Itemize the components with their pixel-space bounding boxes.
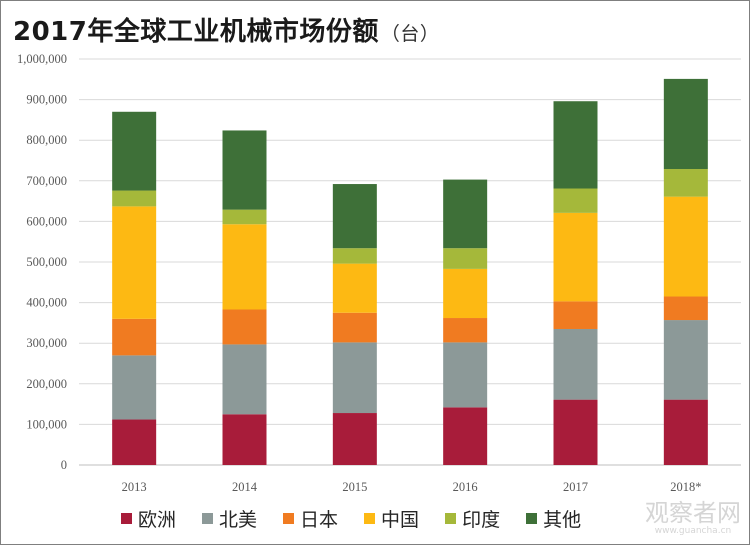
bar-stacks <box>112 78 708 465</box>
legend-swatch <box>526 513 538 524</box>
x-tick-label: 2015 <box>342 480 367 494</box>
legend-swatch <box>283 513 295 524</box>
bar-segment <box>443 179 488 249</box>
watermark-url: www.guancha.cn <box>654 526 732 536</box>
gridlines <box>79 58 741 466</box>
bar-segment <box>443 342 488 408</box>
bar-segment <box>663 296 708 321</box>
bar-segment <box>553 188 598 213</box>
bar-segment <box>443 268 488 319</box>
legend-label: 日本 <box>300 509 339 531</box>
bar-segment <box>222 414 267 465</box>
bar-stack <box>553 101 598 465</box>
y-tick-label: 700,000 <box>26 174 67 188</box>
chart-title-text: 2017年全球工业机械市场份额 <box>13 17 379 47</box>
bar-segment <box>663 399 708 465</box>
chart-title: 2017年全球工业机械市场份额 （台） <box>13 11 439 48</box>
legend-item: 北美 <box>202 505 257 532</box>
y-tick-label: 0 <box>61 458 67 472</box>
bar-segment <box>332 248 377 264</box>
bar-segment <box>112 206 157 319</box>
bar-segment <box>112 190 157 207</box>
y-tick-label: 200,000 <box>26 377 67 391</box>
bar-segment <box>222 130 267 210</box>
legend-label: 其他 <box>543 509 582 531</box>
bar-segment <box>553 328 598 400</box>
legend-item: 日本 <box>283 505 338 532</box>
legend-item: 其他 <box>526 505 581 532</box>
stacked-bar-chart: 0 100,000 200,000 300,000 400,000 500,000 600,… <box>17 52 741 494</box>
bar-segment <box>222 309 267 345</box>
bar-stack <box>443 179 488 465</box>
bar-stack <box>222 130 267 465</box>
bar-segment <box>663 320 708 400</box>
chart-title-unit: （台） <box>380 23 440 45</box>
y-tick-label: 600,000 <box>26 214 67 228</box>
y-tick-label: 500,000 <box>26 255 67 269</box>
watermark-text: 观察者网 <box>645 499 741 527</box>
bar-segment <box>222 344 267 415</box>
bar-segment <box>222 224 267 310</box>
bar-segment <box>112 355 157 420</box>
bar-segment <box>443 407 488 465</box>
bar-segment <box>443 248 488 269</box>
bar-segment <box>332 342 377 414</box>
y-tick-label: 300,000 <box>26 336 67 350</box>
bar-stack <box>112 111 157 465</box>
bar-segment <box>553 301 598 329</box>
legend-label: 印度 <box>462 509 501 531</box>
bar-segment <box>553 101 598 189</box>
legend-swatch <box>121 513 132 524</box>
bar-segment <box>332 184 377 249</box>
bar-stack <box>332 184 377 465</box>
bar-segment <box>332 413 377 465</box>
legend-swatch <box>202 513 214 524</box>
bar-segment <box>553 399 598 465</box>
bar-segment <box>222 209 267 225</box>
y-tick-label: 900,000 <box>26 93 67 107</box>
bar-segment <box>332 263 377 313</box>
y-tick-label: 400,000 <box>26 296 67 310</box>
bar-segment <box>112 318 157 356</box>
x-tick-label: 2016 <box>453 480 478 494</box>
y-tick-label: 100,000 <box>26 417 67 431</box>
watermark: 观察者网 www.guancha.cn <box>645 500 741 536</box>
legend-label: 中国 <box>381 509 420 531</box>
bar-segment <box>663 169 708 197</box>
bar-segment <box>663 78 708 170</box>
x-tick-label: 2017 <box>563 480 588 494</box>
y-tick-label: 1,000,000 <box>17 52 67 66</box>
legend-item: 印度 <box>445 505 500 532</box>
legend-swatch <box>364 513 376 524</box>
legend-item: 中国 <box>364 505 419 532</box>
x-tick-label: 2013 <box>122 480 147 494</box>
x-tick-label: 2014 <box>232 480 258 494</box>
x-tick-label: 2018* <box>670 480 701 494</box>
y-axis-ticks: 0 100,000 200,000 300,000 400,000 500,000 600,… <box>17 52 67 472</box>
bar-segment <box>443 318 488 343</box>
legend-item: 欧洲 <box>121 505 176 532</box>
legend-label: 欧洲 <box>138 509 177 531</box>
bar-stack <box>663 78 708 465</box>
bar-segment <box>112 111 157 191</box>
x-axis-ticks: 2013 2014 2015 2016 2017 2018* <box>122 480 702 494</box>
bar-segment <box>663 196 708 297</box>
chart-legend: 欧洲 北美 日本 中国 印度 其他 <box>121 505 641 532</box>
bar-segment <box>332 312 377 343</box>
legend-label: 北美 <box>219 509 258 531</box>
bar-segment <box>553 212 598 302</box>
bar-segment <box>112 419 157 465</box>
legend-swatch <box>445 513 457 524</box>
y-tick-label: 800,000 <box>26 133 67 147</box>
